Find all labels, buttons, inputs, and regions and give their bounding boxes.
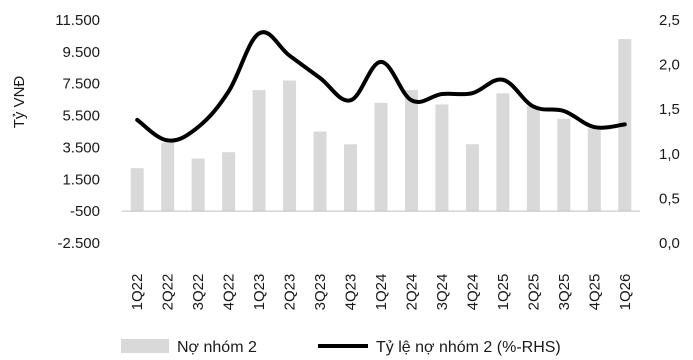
x-tick-label: 2Q24 [403, 274, 420, 311]
y-tick-label: 7.500 [62, 76, 100, 93]
y-tick-label: -500 [70, 203, 100, 220]
x-tick-label: 2Q22 [160, 274, 177, 311]
bar [465, 144, 479, 212]
x-tick-label: 1Q26 [617, 274, 634, 311]
bar [587, 128, 601, 212]
x-tick-label: 4Q22 [221, 274, 238, 311]
y-tick-label: 5.500 [62, 108, 100, 125]
bar [313, 131, 327, 212]
bar [283, 80, 297, 212]
y2-tick-label: 2,5 [659, 12, 680, 29]
bar [344, 144, 358, 212]
x-tick-label: 1Q22 [129, 274, 146, 311]
x-tick-label: 2Q23 [282, 274, 299, 311]
y2-tick-label: 2,0 [659, 57, 680, 74]
legend-swatch-bar [121, 339, 169, 353]
x-tick-label: 3Q25 [556, 274, 573, 311]
y-tick-label: 9.500 [62, 44, 100, 61]
bar [435, 104, 449, 212]
bar [526, 106, 540, 212]
y-tick-label: -2.500 [57, 235, 100, 252]
y2-tick-label: 1,5 [659, 101, 680, 118]
bars [130, 39, 632, 212]
bar [404, 90, 418, 212]
y-tick-label: 3.500 [62, 139, 100, 156]
left-axis-ticks: 11.500 9.500 7.500 5.500 3.500 1.500 -500 -2.50… [55, 12, 100, 252]
x-tick-label: 3Q22 [190, 274, 207, 311]
x-tick-label: 4Q24 [464, 274, 481, 311]
bar [557, 118, 571, 212]
ratio-line [135, 30, 627, 143]
bar [191, 158, 205, 212]
bar [130, 168, 144, 212]
x-tick-label: 4Q23 [343, 274, 360, 311]
right-axis-ticks: 2,5 2,0 1,5 1,0 0,5 0,0 [659, 12, 680, 252]
y2-tick-label: 0,5 [659, 190, 680, 207]
bar [374, 102, 388, 212]
y2-tick-label: 1,0 [659, 146, 680, 163]
y-tick-label: 1.500 [62, 171, 100, 188]
x-tick-label: 1Q24 [373, 274, 390, 311]
y-tick-label: 11.500 [55, 12, 100, 29]
x-tick-label: 3Q23 [312, 274, 329, 311]
bar [252, 90, 266, 212]
x-tick-label: 1Q23 [251, 274, 268, 311]
legend-label-line: Tỷ lệ nợ nhóm 2 (%-RHS) [376, 339, 561, 356]
legend-label-bar: Nợ nhóm 2 [177, 339, 257, 356]
y-axis-title: Tỷ VNĐ [11, 76, 28, 129]
bar [161, 142, 175, 212]
x-tick-label: 1Q25 [495, 274, 512, 311]
x-tick-label: 2Q25 [525, 274, 542, 311]
legend: Nợ nhóm 2 Tỷ lệ nợ nhóm 2 (%-RHS) [121, 339, 561, 356]
x-tick-label: 3Q24 [434, 274, 451, 311]
x-axis-ticks: 1Q22 2Q22 3Q22 4Q22 1Q23 2Q23 3Q23 4Q23 1Q24 2Q24… [129, 274, 634, 311]
bar [222, 152, 236, 212]
y2-tick-label: 0,0 [659, 235, 680, 252]
x-tick-label: 4Q25 [586, 274, 603, 311]
bar [496, 93, 510, 212]
